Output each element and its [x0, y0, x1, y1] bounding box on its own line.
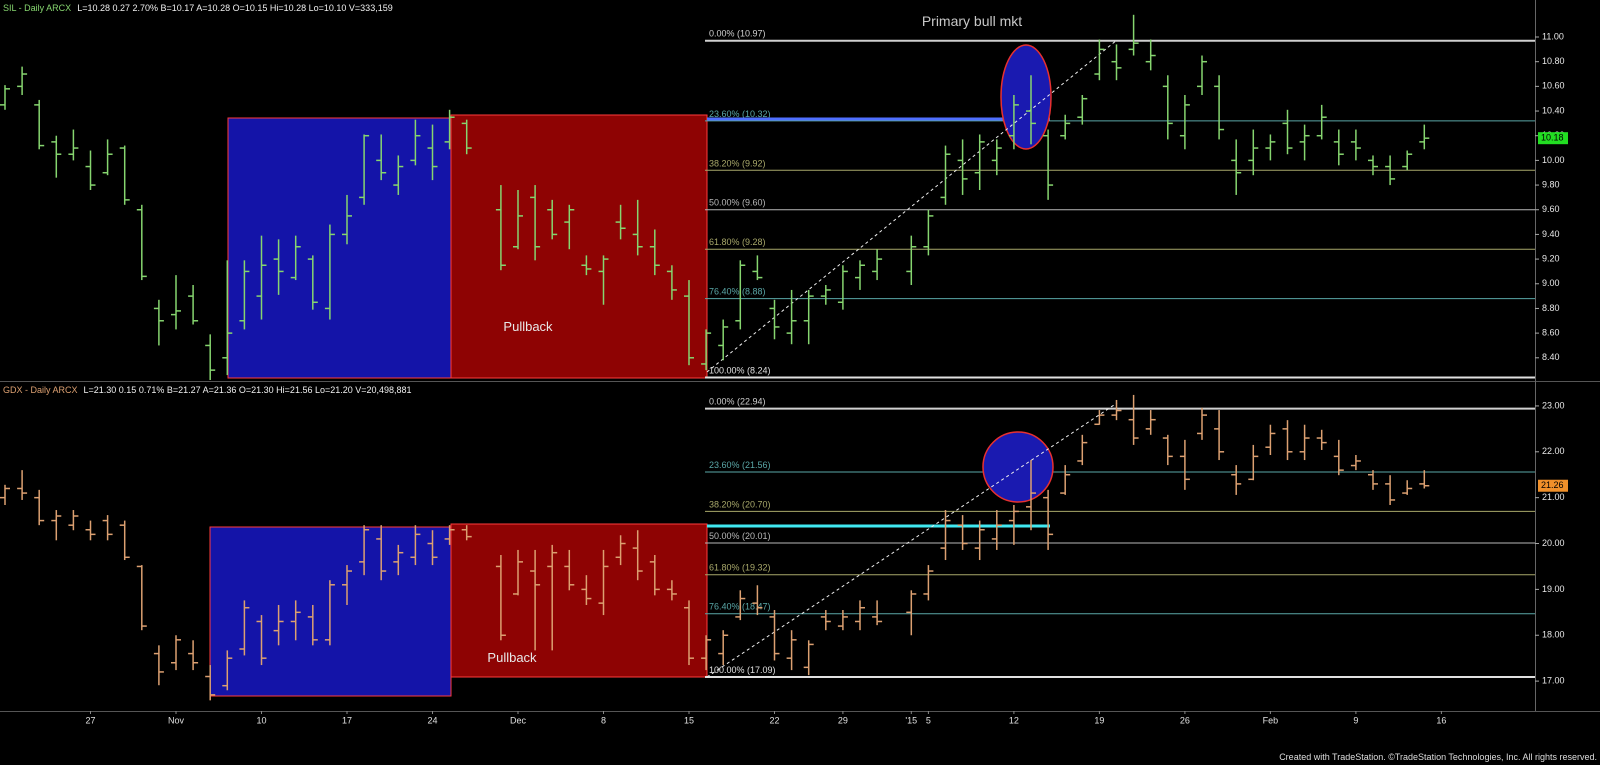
y-tick-label: 8.80: [1542, 303, 1560, 313]
x-tick-label: '15: [905, 715, 917, 725]
fib-label: 38.20% (20.70): [709, 499, 771, 509]
fib-label: 38.20% (9.92): [709, 158, 766, 168]
x-tick-label: 17: [342, 715, 352, 725]
x-tick-label: 15: [684, 715, 694, 725]
x-tick-label: 9: [1353, 715, 1358, 725]
y-tick-label: 8.40: [1542, 352, 1560, 362]
trend-line: [706, 39, 1118, 373]
panel: GDX - Daily ARCX L=21.30 0.15 0.71% B=21.…: [0, 385, 1568, 725]
zone-box: [227, 117, 452, 379]
panel-header: SIL - Daily ARCX L=10.28 0.27 2.70% B=10.…: [3, 3, 393, 13]
annotation: Pullback: [487, 650, 537, 665]
fib-label: 76.40% (8.88): [709, 287, 766, 297]
y-tick-label: 10.60: [1542, 81, 1565, 91]
fib-label: 100.00% (8.24): [709, 366, 771, 376]
fib-label: 23.60% (10.32): [709, 109, 771, 119]
y-tick-label: 10.80: [1542, 56, 1565, 66]
fib-label: 61.80% (19.32): [709, 563, 771, 573]
fib-label: 100.00% (17.09): [709, 665, 776, 675]
fib-label: 61.80% (9.28): [709, 237, 766, 247]
highlight-ellipse: [982, 431, 1054, 503]
y-tick-label: 20.00: [1542, 538, 1565, 548]
y-tick-label: 19.00: [1542, 584, 1565, 594]
x-tick-label: 16: [1436, 715, 1446, 725]
trend-line: [706, 402, 1118, 678]
fib-label: 0.00% (10.97): [709, 29, 766, 39]
y-tick-label: 9.00: [1542, 278, 1560, 288]
fib-label: 0.00% (22.94): [709, 397, 766, 407]
y-tick-label: 11.00: [1542, 31, 1564, 41]
header-quote: L=21.30 0.15 0.71% B=21.27 A=21.36 O=21.…: [84, 385, 412, 395]
x-tick-label: Feb: [1263, 715, 1279, 725]
x-tick-label: 8: [601, 715, 606, 725]
x-tick-label: 26: [1180, 715, 1190, 725]
y-tick-label: 18.00: [1542, 630, 1565, 640]
zone-box: [450, 114, 708, 379]
x-tick-label: 27: [85, 715, 95, 725]
fib-label: 50.00% (20.01): [709, 531, 771, 541]
panel: SIL - Daily ARCX L=10.28 0.27 2.70% B=10.…: [0, 3, 1568, 380]
y-tick-label: 22.00: [1542, 446, 1565, 456]
header-quote: L=10.28 0.27 2.70% B=10.17 A=10.28 O=10.…: [77, 3, 393, 13]
footer: Created with TradeStation. ©TradeStation…: [1279, 752, 1597, 762]
last-price-label: 21.26: [1541, 480, 1564, 490]
header-symbol: SIL - Daily ARCX: [3, 3, 71, 13]
header-symbol: GDX - Daily ARCX: [3, 385, 78, 395]
last-price-box: [1538, 132, 1568, 145]
y-tick-label: 8.60: [1542, 327, 1560, 337]
y-tick-label: 21.00: [1542, 492, 1565, 502]
y-tick-label: 9.40: [1542, 229, 1560, 239]
x-tick-label: 24: [427, 715, 437, 725]
x-tick-label: Nov: [168, 715, 185, 725]
y-tick-label: 9.80: [1542, 179, 1560, 189]
x-tick-label: 22: [769, 715, 779, 725]
x-tick-label: Dec: [510, 715, 527, 725]
y-tick-label: 23.00: [1542, 400, 1565, 410]
highlight-ellipse: [1000, 44, 1052, 150]
fib-label: 50.00% (9.60): [709, 198, 766, 208]
y-tick-label: 10.00: [1542, 155, 1565, 165]
zone-box: [450, 523, 708, 678]
x-tick-label: 10: [256, 715, 266, 725]
y-tick-label: 10.40: [1542, 105, 1565, 115]
last-price-box: [1538, 479, 1568, 492]
x-tick-label: 29: [838, 715, 848, 725]
y-tick-label: 9.60: [1542, 204, 1560, 214]
x-tick-label: 19: [1094, 715, 1104, 725]
panel-header: GDX - Daily ARCX L=21.30 0.15 0.71% B=21.…: [3, 385, 412, 395]
annotation: Pullback: [503, 319, 553, 334]
annotation: Primary bull mkt: [922, 13, 1022, 29]
last-price-label: 10.18: [1541, 133, 1564, 143]
x-tick-label: 12: [1009, 715, 1019, 725]
y-tick-label: 9.20: [1542, 253, 1560, 263]
y-tick-label: 17.00: [1542, 675, 1565, 685]
x-tick-label: 5: [926, 715, 931, 725]
fib-label: 23.60% (21.56): [709, 460, 771, 470]
